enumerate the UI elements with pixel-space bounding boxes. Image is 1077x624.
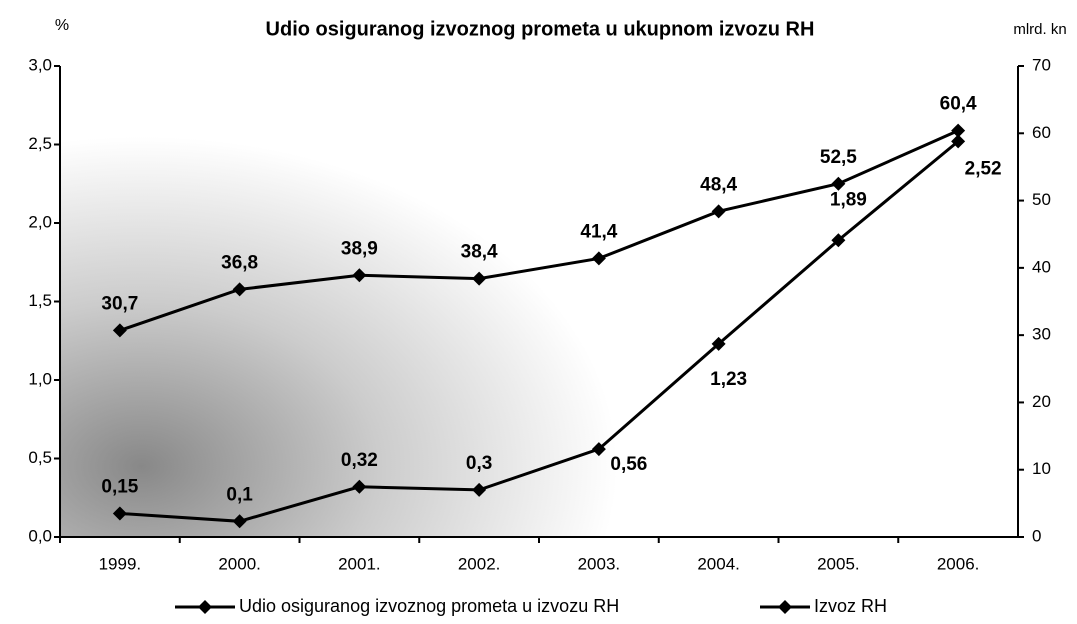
legend-label: Izvoz RH <box>814 596 887 616</box>
legend-marker <box>778 600 792 614</box>
data-label: 30,7 <box>101 293 138 314</box>
marker <box>472 271 487 286</box>
x-tick-label: 2002. <box>458 554 501 573</box>
data-label: 0,32 <box>341 450 378 471</box>
data-label: 0,56 <box>610 454 647 475</box>
data-label: 48,4 <box>700 174 737 195</box>
x-tick-label: 2000. <box>218 554 261 573</box>
legend-marker <box>198 600 212 614</box>
x-tick-label: 2005. <box>817 554 860 573</box>
marker <box>831 176 846 191</box>
y2-tick-label: 30 <box>1032 325 1051 344</box>
y2-tick-label: 40 <box>1032 257 1051 276</box>
y-tick-label: 0,0 <box>28 526 52 545</box>
data-label: 0,3 <box>466 453 492 474</box>
data-label: 2,52 <box>965 158 1002 179</box>
marker <box>951 123 966 138</box>
data-label: 38,9 <box>341 238 378 259</box>
marker <box>711 204 726 219</box>
marker <box>711 336 726 351</box>
data-label: 36,8 <box>221 252 258 273</box>
legend-label: Udio osiguranog izvoznog prometa u izvoz… <box>239 596 619 616</box>
y2-tick-label: 60 <box>1032 123 1051 142</box>
plot-background <box>60 66 740 537</box>
y2-tick-label: 20 <box>1032 392 1051 411</box>
marker <box>352 268 367 283</box>
x-tick-label: 1999. <box>99 554 142 573</box>
y-tick-label: 0,5 <box>28 448 52 467</box>
y2-tick-label: 0 <box>1032 526 1041 545</box>
y2-tick-label: 70 <box>1032 55 1051 74</box>
data-label: 1,89 <box>830 189 867 210</box>
y2-tick-label: 10 <box>1032 459 1051 478</box>
data-label: 0,1 <box>226 484 253 505</box>
data-label: 52,5 <box>820 147 857 168</box>
data-label: 41,4 <box>580 221 617 242</box>
x-tick-label: 2004. <box>697 554 740 573</box>
marker <box>831 233 846 248</box>
marker <box>112 323 127 338</box>
data-label: 60,4 <box>940 94 977 115</box>
y2-axis-label: mlrd. kn <box>1013 21 1066 38</box>
y2-tick-label: 50 <box>1032 190 1051 209</box>
y-tick-label: 2,5 <box>28 134 52 153</box>
y-tick-label: 1,5 <box>28 291 52 310</box>
x-tick-label: 2006. <box>937 554 980 573</box>
x-tick-label: 2001. <box>338 554 381 573</box>
data-label: 1,23 <box>710 369 747 390</box>
y-tick-label: 3,0 <box>28 55 52 74</box>
series-line <box>119 129 959 332</box>
marker <box>352 479 367 494</box>
y-tick-label: 1,0 <box>28 369 52 388</box>
series-line <box>119 140 960 523</box>
data-label: 0,15 <box>101 476 138 497</box>
marker <box>591 251 606 266</box>
marker <box>472 482 487 497</box>
marker <box>112 506 127 521</box>
chart-title: Udio osiguranog izvoznog prometa u ukupn… <box>266 18 815 40</box>
marker <box>232 282 247 297</box>
y-tick-label: 2,0 <box>28 212 52 231</box>
marker <box>591 442 606 457</box>
marker <box>951 134 966 149</box>
marker <box>232 514 247 529</box>
y-axis-label: % <box>55 17 69 34</box>
data-label: 38,4 <box>461 242 498 263</box>
x-tick-label: 2003. <box>578 554 621 573</box>
